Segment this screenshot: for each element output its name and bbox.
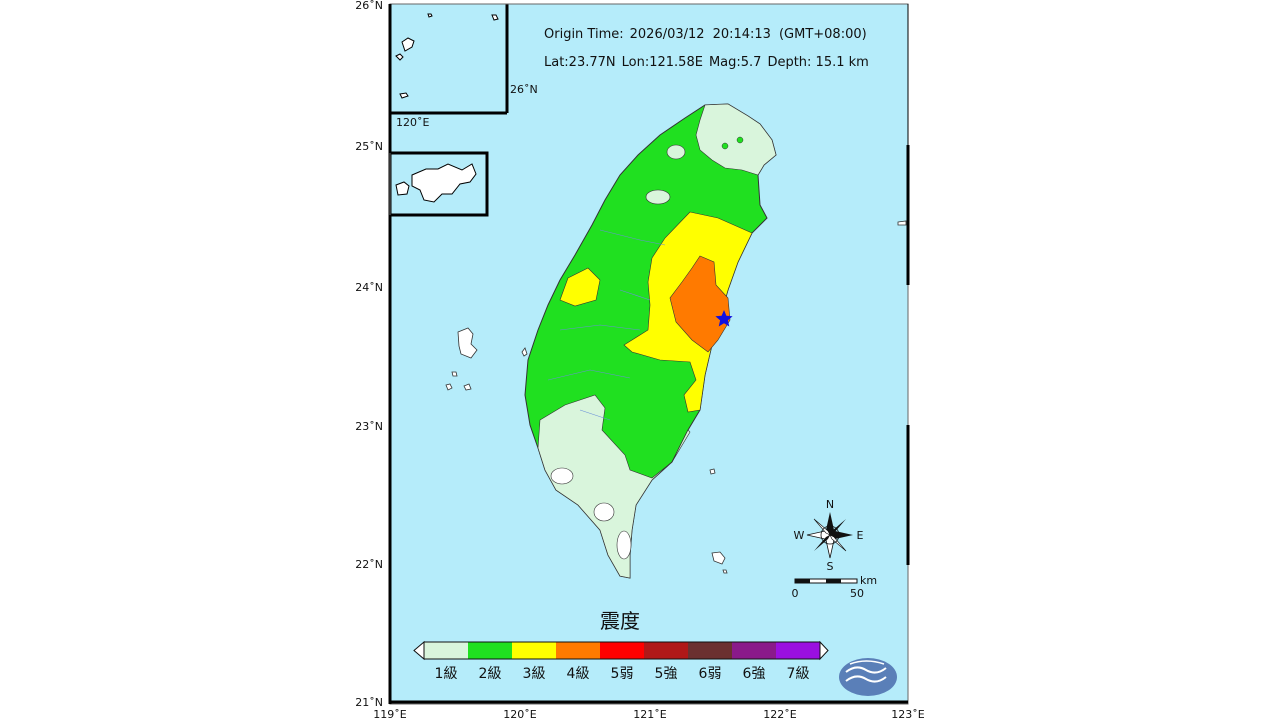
lat-label: 23˚N [355, 420, 383, 433]
lat-label: 26˚N [355, 0, 383, 12]
lon-label: 123˚E [891, 708, 924, 720]
lon-axis-labels: 119˚E 120˚E 121˚E 122˚E 123˚E [373, 708, 924, 720]
lat-label: 22˚N [355, 558, 383, 571]
legend-swatch [512, 642, 556, 659]
legend-swatch [424, 642, 468, 659]
lat-axis-labels: 26˚N 25˚N 24˚N 23˚N 22˚N 21˚N [355, 0, 383, 709]
legend-label: 5弱 [611, 666, 634, 682]
star-icon [715, 310, 733, 327]
legend-swatch [644, 642, 688, 659]
scale-end: 50 [850, 587, 864, 600]
event-info-text: Lat:23.77N Lon:121.58E Mag:5.7 Depth: 15.1 … [544, 55, 869, 70]
lon-label: 121˚E [633, 708, 666, 720]
legend-swatch [776, 642, 820, 659]
islands [445, 220, 907, 574]
taiwan-island [524, 103, 777, 579]
legend-labels: 1級 2級 3級 4級 5弱 5強 6弱 6強 7級 [435, 666, 810, 682]
lat-label: 21˚N [355, 696, 383, 709]
scale-start: 0 [792, 587, 799, 600]
legend-swatch [732, 642, 776, 659]
lon-label: 122˚E [763, 708, 796, 720]
compass-e: E [857, 529, 864, 542]
scale-bar [794, 578, 858, 584]
intensity-legend [413, 640, 829, 661]
matsu-inset [388, 151, 489, 217]
lat-label: 25˚N [355, 140, 383, 153]
legend-label: 6強 [743, 666, 766, 682]
legend-label: 7級 [787, 666, 810, 682]
legend-label: 6弱 [699, 666, 722, 682]
legend-label: 2級 [479, 666, 502, 682]
inset-lat-label: 26˚N [510, 83, 538, 96]
scale-unit: km [860, 574, 877, 587]
legend-label: 4級 [567, 666, 590, 682]
kinmen-inset [390, 4, 509, 115]
legend-swatch [688, 642, 732, 659]
origin-time-text: Origin Time: 2026/03/12 20:14:13 (GMT+08:00… [544, 27, 867, 42]
legend-swatch [468, 642, 512, 659]
map-frame [388, 3, 910, 705]
legend-label: 5強 [655, 666, 678, 682]
compass-w: W [794, 529, 805, 542]
compass-s: S [827, 560, 834, 573]
legend-title: 震度 [600, 609, 640, 633]
compass-rose-icon [806, 512, 853, 559]
cwa-logo-icon [839, 658, 897, 696]
legend-label: 3級 [523, 666, 546, 682]
compass-n: N [826, 498, 834, 511]
legend-label: 1級 [435, 666, 458, 682]
lat-label: 24˚N [355, 281, 383, 294]
legend-right-arrow [819, 640, 829, 661]
inset-lon-label: 120˚E [396, 116, 429, 129]
legend-swatch [556, 642, 600, 659]
lon-label: 120˚E [503, 708, 536, 720]
legend-swatch [600, 642, 644, 659]
lon-label: 119˚E [373, 708, 406, 720]
